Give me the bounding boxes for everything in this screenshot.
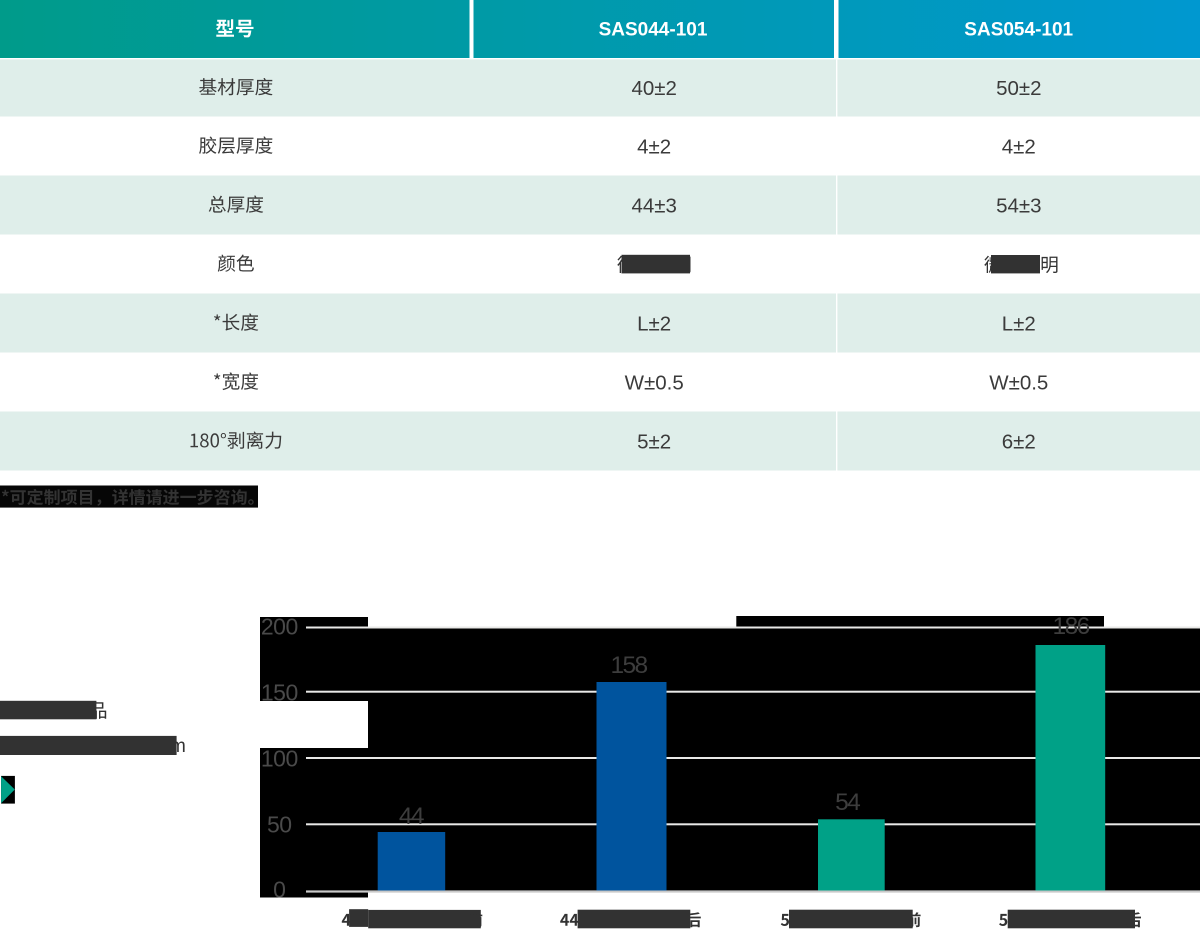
svg-text:150: 150	[261, 679, 298, 705]
svg-text:0: 0	[273, 876, 285, 902]
svg-text:44: 44	[399, 803, 424, 830]
svg-text:6±2: 6±2	[1002, 430, 1036, 453]
svg-text:44±3: 44±3	[631, 194, 676, 217]
svg-text:54±3: 54±3	[996, 194, 1041, 217]
svg-text:4±2: 4±2	[1002, 135, 1036, 158]
svg-text:L±2: L±2	[637, 312, 671, 335]
svg-text:50±2: 50±2	[996, 77, 1041, 100]
svg-text:W±0.5: W±0.5	[989, 371, 1048, 394]
svg-text:200: 200	[261, 613, 298, 639]
svg-text:54: 54	[835, 789, 860, 816]
svg-text:4±2: 4±2	[637, 135, 671, 158]
svg-text:40±2: 40±2	[631, 77, 676, 100]
svg-text:SAS044-101: SAS044-101	[599, 20, 708, 41]
svg-text:100: 100	[261, 745, 298, 771]
svg-text:SAS054-101: SAS054-101	[964, 20, 1073, 41]
svg-text:W±0.5: W±0.5	[625, 371, 684, 394]
svg-text:50: 50	[267, 811, 292, 837]
svg-text:L±2: L±2	[1002, 312, 1036, 335]
svg-text:158: 158	[610, 652, 647, 679]
svg-text:186: 186	[1053, 613, 1090, 640]
svg-text:5±2: 5±2	[637, 430, 671, 453]
